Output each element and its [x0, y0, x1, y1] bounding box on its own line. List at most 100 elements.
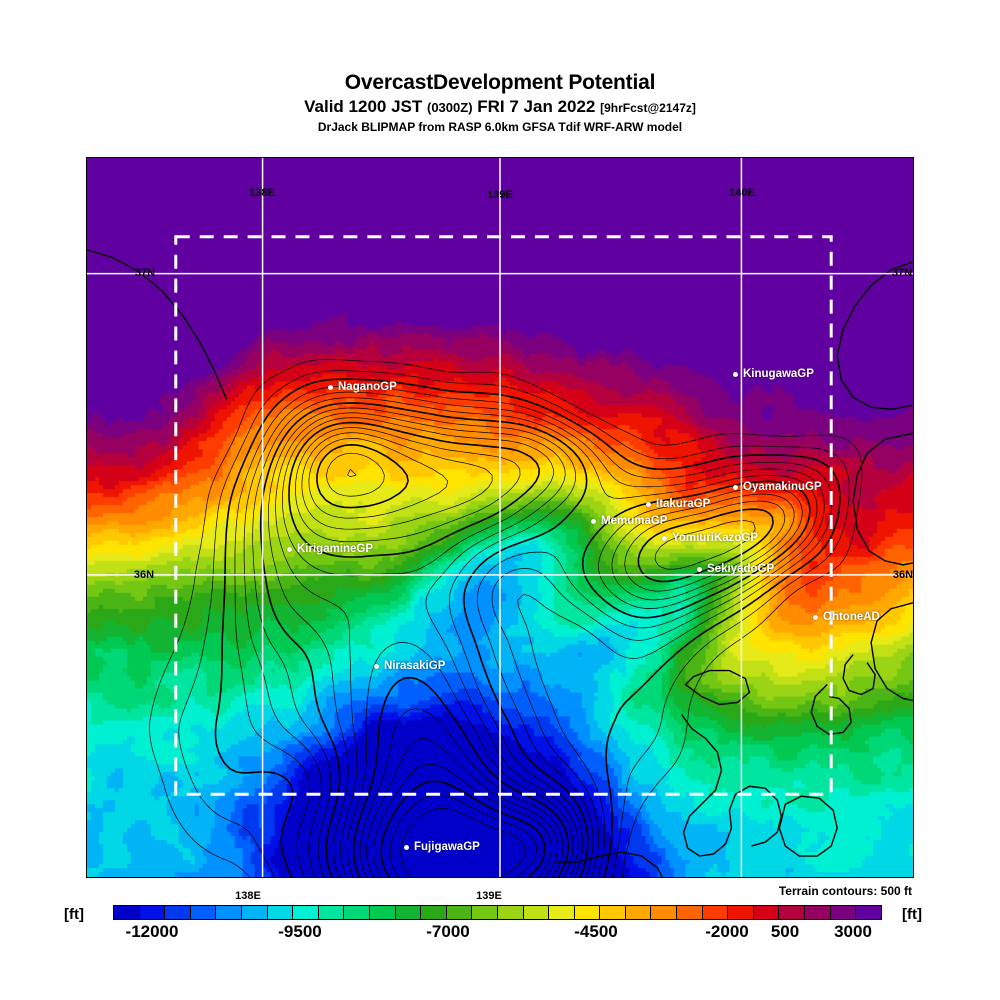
station-label: NaganoGP — [338, 381, 397, 393]
station-label: KinugawaGP — [743, 368, 814, 380]
station-marker[interactable]: SekiyadoGP — [697, 563, 774, 575]
colorbar-segment — [702, 906, 729, 919]
terrain-contour — [301, 432, 558, 877]
station-marker[interactable]: MemumaGP — [591, 515, 667, 527]
coastline — [684, 669, 751, 706]
terrain-contour — [288, 421, 774, 877]
latitude-label: 36N — [133, 569, 155, 581]
terrain-contour — [149, 358, 863, 877]
valid-time-prefix: Valid 1200 JST — [304, 97, 423, 116]
colorbar-segment — [753, 906, 780, 919]
colorbar-segment — [625, 906, 652, 919]
colorbar-segment — [190, 906, 217, 919]
colorbar[interactable]: [ft] [ft] -12000 -9500 -7000 -4500 -2000 500 3… — [0, 903, 1000, 945]
terrain-contour — [214, 378, 841, 877]
station-dot-icon — [404, 844, 409, 850]
valid-time-line: Valid 1200 JST (0300Z) FRI 7 Jan 2022 [9… — [0, 96, 1000, 119]
colorbar-segment — [523, 906, 550, 919]
coastline — [842, 654, 876, 696]
station-label: OyamakinuGP — [743, 481, 822, 493]
station-marker[interactable]: FujigawaGP — [404, 841, 480, 853]
valid-time-utc: (0300Z) — [427, 100, 473, 115]
station-marker[interactable]: OhtoneAD — [813, 611, 880, 623]
colorbar-unit-right: [ft] — [902, 906, 922, 923]
latitude-label: 37N — [134, 267, 156, 279]
colorbar-tick: -9500 — [278, 922, 322, 941]
colorbar-segment — [651, 906, 678, 919]
longitude-label: 139E — [487, 189, 513, 201]
station-marker[interactable]: ItakuraGP — [646, 498, 710, 510]
latitude-label: 37N — [891, 267, 913, 279]
valid-date: FRI 7 Jan 2022 — [477, 97, 596, 116]
longitude-axis-label: 138E — [235, 890, 261, 902]
colorbar-segment — [677, 906, 703, 919]
station-marker[interactable]: KirigamineGP — [287, 543, 373, 555]
colorbar-segment — [497, 906, 524, 919]
station-label: NirasakiGP — [384, 660, 446, 672]
station-marker[interactable]: YomiuriKazoGP — [662, 532, 758, 544]
lat-lon-gridlines — [87, 158, 913, 877]
station-label: KirigamineGP — [297, 543, 374, 555]
colorbar-unit-left: [ft] — [64, 906, 84, 923]
colorbar-segment — [830, 906, 857, 919]
terrain-contour — [347, 469, 526, 877]
station-dot-icon — [733, 371, 738, 377]
station-label: FujigawaGP — [414, 841, 480, 853]
coastline — [810, 684, 852, 736]
colorbar-segment — [395, 906, 422, 919]
colorbar-segment — [241, 906, 268, 919]
colorbar-segment — [216, 906, 242, 919]
station-dot-icon — [662, 535, 667, 541]
station-dot-icon — [733, 484, 738, 490]
station-dot-icon — [646, 501, 651, 507]
station-marker[interactable]: NaganoGP — [328, 381, 397, 393]
colorbar-segment — [165, 906, 191, 919]
terrain-contour — [295, 427, 756, 877]
colorbar-segment — [114, 906, 140, 919]
terrain-contour-lines — [149, 358, 863, 877]
forecast-tag: [9hrFcst@2147z] — [600, 101, 696, 115]
terrain-contour — [178, 370, 850, 877]
colorbar-segment — [446, 906, 473, 919]
colorbar-gradient[interactable] — [113, 905, 882, 920]
colorbar-segment — [805, 906, 831, 919]
page-title: OvercastDevelopment Potential — [344, 71, 656, 94]
station-dot-icon — [374, 663, 379, 669]
colorbar-segment — [139, 906, 166, 919]
coastline — [778, 795, 838, 857]
station-label: MemumaGP — [601, 515, 668, 527]
station-marker[interactable]: OyamakinuGP — [733, 481, 822, 493]
coastline — [680, 714, 783, 857]
station-marker[interactable]: KinugawaGP — [733, 368, 814, 380]
station-marker[interactable]: NirasakiGP — [374, 660, 445, 672]
latitude-label: 36N — [892, 569, 914, 581]
colorbar-tick: 500 — [770, 922, 800, 941]
terrain-contour — [282, 417, 786, 877]
model-source-line: DrJack BLIPMAP from RASP 6.0km GFSA Tdif… — [317, 120, 683, 134]
colorbar-segment — [549, 906, 575, 919]
colorbar-segment — [421, 906, 447, 919]
colorbar-segment — [344, 906, 370, 919]
terrain-contour — [243, 391, 825, 877]
terrain-contour — [259, 402, 811, 877]
colorbar-segment — [369, 906, 396, 919]
terrain-contour-note: Terrain contours: 500 ft — [778, 884, 912, 898]
terrain-contour — [316, 444, 546, 877]
coastline-paths — [87, 249, 913, 877]
station-dot-icon — [591, 518, 596, 524]
colorbar-segment — [728, 906, 754, 919]
colorbar-segment — [574, 906, 601, 919]
coastline — [836, 261, 913, 411]
longitude-label: 140E — [729, 187, 755, 199]
colorbar-tick: -4500 — [574, 922, 618, 941]
colorbar-segment — [600, 906, 626, 919]
colorbar-tick: -7000 — [426, 922, 470, 941]
colorbar-tick: -12000 — [125, 922, 179, 941]
coastline — [87, 249, 228, 400]
title-block: OvercastDevelopment Potential Valid 1200… — [0, 70, 1000, 136]
longitude-axis-label: 139E — [476, 890, 502, 902]
map-plot-area[interactable] — [86, 157, 914, 878]
colorbar-segment — [318, 906, 345, 919]
colorbar-tick: 3000 — [834, 922, 872, 941]
station-label: ItakuraGP — [656, 498, 711, 510]
